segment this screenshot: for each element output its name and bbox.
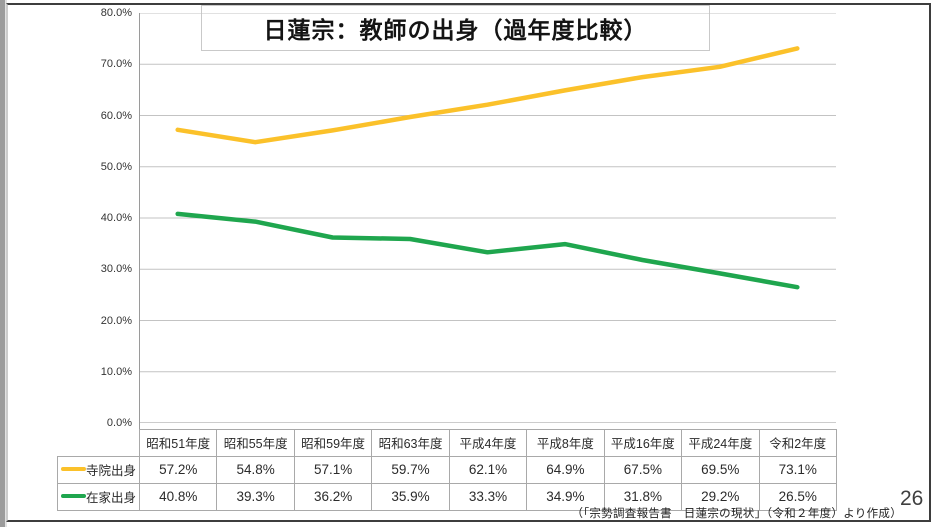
y-axis-tick-label: 20.0% xyxy=(100,314,132,327)
page-number: 26 xyxy=(900,487,924,510)
table-header-row: 昭和51年度 昭和55年度 昭和59年度 昭和63年度 平成4年度 平成8年度 平成16年度… xyxy=(58,429,837,457)
year-header-cell: 平成16年度 xyxy=(603,429,683,457)
year-header-cell: 昭和55年度 xyxy=(216,429,295,457)
year-header-cell: 昭和51年度 xyxy=(138,429,218,457)
data-table: 昭和51年度 昭和55年度 昭和59年度 昭和63年度 平成4年度 平成8年度 平成16年度… xyxy=(57,429,837,511)
value-cell: 40.8% xyxy=(138,482,218,511)
legend-cell: 寺院出身 xyxy=(57,455,140,484)
legend-label: 在家出身 xyxy=(85,491,136,505)
value-cell: 36.2% xyxy=(293,482,373,511)
value-cell: 73.1% xyxy=(758,455,837,484)
y-axis-tick-label: 30.0% xyxy=(100,263,132,276)
table-row: 寺院出身 57.2% 54.8% 57.1% 59.7% 62.1% 64.9% 67.5% 6… xyxy=(57,455,837,484)
legend-line-icon xyxy=(60,467,86,472)
value-cell: 69.5% xyxy=(681,455,760,484)
y-axis-tick-label: 80.0% xyxy=(100,7,132,19)
year-header-cell: 平成8年度 xyxy=(526,429,605,457)
year-header-cell: 平成24年度 xyxy=(681,429,760,457)
year-header-cell: 平成4年度 xyxy=(448,429,528,457)
value-cell: 57.1% xyxy=(293,455,373,484)
y-axis-tick-label: 40.0% xyxy=(100,212,132,224)
source-note: （「宗勢調査報告書 日蓮宗の現状」（令和２年度）より作成） xyxy=(571,508,902,520)
y-axis-tick-label: 0.0% xyxy=(106,417,132,429)
y-axis-tick-label: 60.0% xyxy=(100,109,132,122)
y-axis-tick-label: 70.0% xyxy=(100,58,132,71)
value-cell: 29.2% xyxy=(681,482,760,511)
value-cell: 35.9% xyxy=(371,482,450,511)
series-line-在家出身 xyxy=(175,211,800,290)
legend-cell: 在家出身 xyxy=(57,482,140,511)
value-cell: 26.5% xyxy=(758,482,837,511)
chart-title-box: 日蓮宗：教師の出身（過年度比較） xyxy=(201,5,710,51)
value-cell: 64.9% xyxy=(526,455,605,484)
year-header-cell: 昭和63年度 xyxy=(371,429,450,457)
y-axis-stub-line xyxy=(139,423,140,429)
series-line-寺院出身 xyxy=(175,46,800,145)
value-cell: 39.3% xyxy=(216,482,295,511)
value-cell: 57.2% xyxy=(138,455,218,484)
chart-title: 日蓮宗：教師の出身（過年度比較） xyxy=(263,17,648,43)
table-row: 在家出身 40.8% 39.3% 36.2% 35.9% 33.3% 34.9% 31.8% 2… xyxy=(57,482,837,511)
y-axis-tick-label: 50.0% xyxy=(100,160,132,173)
y-axis-tick-label: 10.0% xyxy=(100,365,132,378)
value-cell: 31.8% xyxy=(603,482,683,511)
plot-area xyxy=(139,13,836,423)
year-header-cell: 昭和59年度 xyxy=(293,429,373,457)
value-cell: 34.9% xyxy=(526,482,605,511)
value-cell: 67.5% xyxy=(603,455,683,484)
table-blank-corner-cell xyxy=(58,430,140,457)
value-cell: 62.1% xyxy=(448,455,528,484)
value-cell: 59.7% xyxy=(371,455,450,484)
value-cell: 33.3% xyxy=(448,482,528,511)
window-left-edge xyxy=(0,0,5,527)
value-cell: 54.8% xyxy=(216,455,295,484)
legend-line-icon xyxy=(60,494,86,499)
legend-label: 寺院出身 xyxy=(85,464,136,478)
year-header-cell: 令和2年度 xyxy=(758,429,837,457)
